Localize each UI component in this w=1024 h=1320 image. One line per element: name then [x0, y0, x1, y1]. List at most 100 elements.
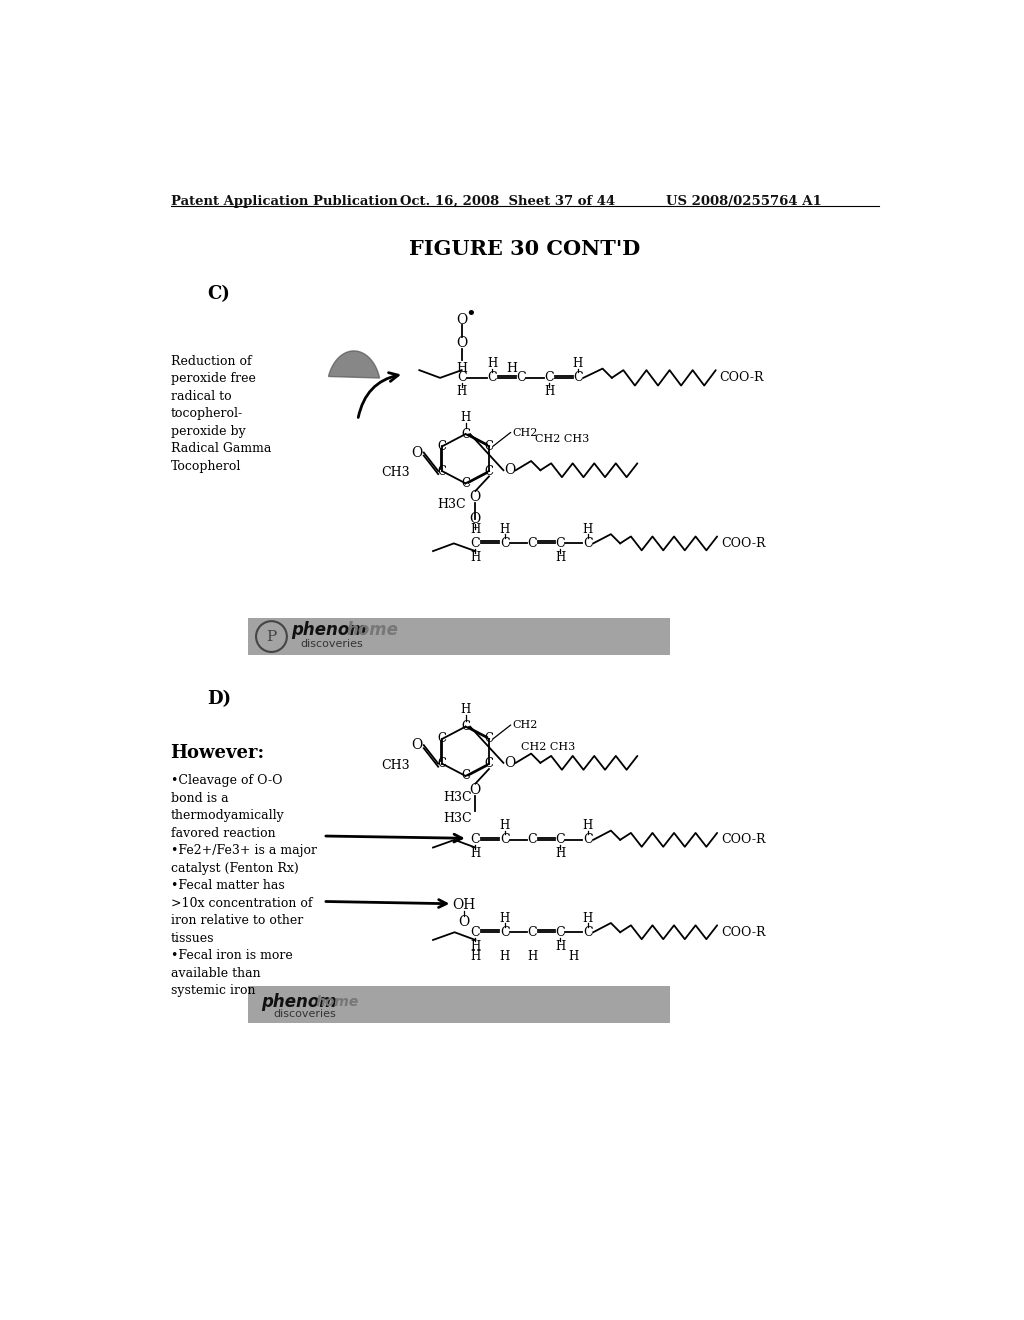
- Text: Reduction of
peroxide free
radical to
tocopherol-
peroxide by
Radical Gamma
Toco: Reduction of peroxide free radical to to…: [171, 355, 271, 473]
- Text: H: H: [500, 950, 510, 964]
- Text: H: H: [470, 523, 480, 536]
- Text: H: H: [506, 362, 517, 375]
- Text: C: C: [500, 925, 509, 939]
- Text: C: C: [437, 465, 446, 478]
- Text: O: O: [470, 512, 481, 525]
- Text: O: O: [412, 446, 423, 459]
- Text: OH: OH: [453, 899, 475, 912]
- Text: C: C: [484, 733, 494, 746]
- Text: H: H: [470, 847, 480, 861]
- Text: H: H: [527, 950, 538, 964]
- Text: COO-R: COO-R: [721, 833, 766, 846]
- Text: C: C: [437, 440, 446, 453]
- Text: C: C: [484, 758, 494, 770]
- Text: C: C: [461, 477, 470, 490]
- Text: C: C: [437, 758, 446, 770]
- Text: H: H: [457, 385, 467, 399]
- Text: C: C: [487, 371, 498, 384]
- Text: H: H: [583, 912, 593, 925]
- Text: •Cleavage of O-O
bond is a
thermodyamically
favored reaction
•Fe2+/Fe3+ is a maj: •Cleavage of O-O bond is a thermodyamica…: [171, 775, 316, 998]
- Text: H: H: [487, 358, 498, 371]
- Text: H: H: [500, 523, 510, 536]
- Text: H: H: [461, 411, 471, 424]
- Text: H: H: [470, 940, 480, 953]
- Text: C: C: [484, 440, 494, 453]
- Text: C: C: [457, 371, 467, 384]
- Text: CH2: CH2: [512, 721, 538, 730]
- Text: C: C: [471, 537, 480, 550]
- Text: O: O: [456, 313, 467, 327]
- Text: CH3: CH3: [382, 759, 411, 772]
- Bar: [248, 618, 670, 655]
- Text: H: H: [470, 550, 480, 564]
- FancyArrowPatch shape: [358, 372, 398, 417]
- Text: C: C: [471, 833, 480, 846]
- Text: home: home: [315, 994, 358, 1008]
- Text: C: C: [527, 537, 538, 550]
- Text: H: H: [555, 940, 565, 953]
- Text: phenom: phenom: [261, 993, 337, 1011]
- Text: C: C: [555, 925, 565, 939]
- Polygon shape: [329, 351, 380, 378]
- Text: COO-R: COO-R: [721, 925, 766, 939]
- Text: CH2 CH3: CH2 CH3: [521, 742, 575, 752]
- Text: C: C: [437, 733, 446, 746]
- Bar: [248, 986, 670, 1023]
- Text: CH2 CH3: CH2 CH3: [535, 434, 589, 444]
- Text: home: home: [346, 622, 398, 639]
- Text: H: H: [500, 820, 510, 833]
- Text: C: C: [573, 371, 583, 384]
- Text: D): D): [208, 689, 231, 708]
- Text: FIGURE 30 CONT'D: FIGURE 30 CONT'D: [410, 239, 640, 259]
- Text: C: C: [545, 371, 554, 384]
- Text: O: O: [470, 783, 481, 797]
- Text: O: O: [504, 756, 515, 770]
- Text: H3C: H3C: [443, 791, 472, 804]
- Text: H: H: [568, 950, 579, 964]
- Text: CH2: CH2: [512, 428, 538, 437]
- Text: C: C: [555, 537, 565, 550]
- Text: H: H: [583, 820, 593, 833]
- Text: P: P: [266, 630, 276, 644]
- Text: C): C): [208, 285, 230, 304]
- Text: phenom: phenom: [292, 622, 368, 639]
- Text: C: C: [484, 465, 494, 478]
- Text: H: H: [500, 912, 510, 925]
- Text: C: C: [583, 537, 593, 550]
- Text: However:: However:: [171, 743, 265, 762]
- Text: C: C: [461, 721, 470, 733]
- FancyArrowPatch shape: [326, 834, 462, 842]
- Text: •: •: [465, 305, 475, 323]
- Text: O: O: [504, 463, 515, 478]
- Text: C: C: [527, 925, 538, 939]
- Text: US 2008/0255764 A1: US 2008/0255764 A1: [666, 194, 821, 207]
- Text: H3C: H3C: [443, 812, 472, 825]
- Text: H: H: [555, 550, 565, 564]
- Text: COO-R: COO-R: [720, 371, 764, 384]
- Text: C: C: [461, 428, 470, 441]
- Text: H: H: [572, 358, 583, 371]
- FancyArrowPatch shape: [326, 900, 446, 907]
- Text: C: C: [555, 833, 565, 846]
- Text: H: H: [470, 950, 480, 964]
- Text: Patent Application Publication: Patent Application Publication: [171, 194, 397, 207]
- Text: CH3: CH3: [382, 466, 411, 479]
- Text: H: H: [461, 704, 471, 717]
- Text: O: O: [412, 738, 423, 752]
- Text: C: C: [500, 833, 509, 846]
- Text: O: O: [470, 490, 481, 504]
- Text: C: C: [583, 833, 593, 846]
- Text: C: C: [500, 537, 509, 550]
- Text: discoveries: discoveries: [300, 639, 362, 649]
- Text: H: H: [583, 523, 593, 536]
- Text: C: C: [461, 770, 470, 783]
- Text: H: H: [456, 362, 467, 375]
- Text: O: O: [456, 337, 467, 350]
- Text: H: H: [545, 385, 555, 399]
- Text: H: H: [555, 847, 565, 861]
- Text: C: C: [583, 925, 593, 939]
- Text: C: C: [516, 371, 525, 384]
- Text: C: C: [471, 925, 480, 939]
- Text: discoveries: discoveries: [273, 1008, 336, 1019]
- Text: COO-R: COO-R: [721, 537, 766, 550]
